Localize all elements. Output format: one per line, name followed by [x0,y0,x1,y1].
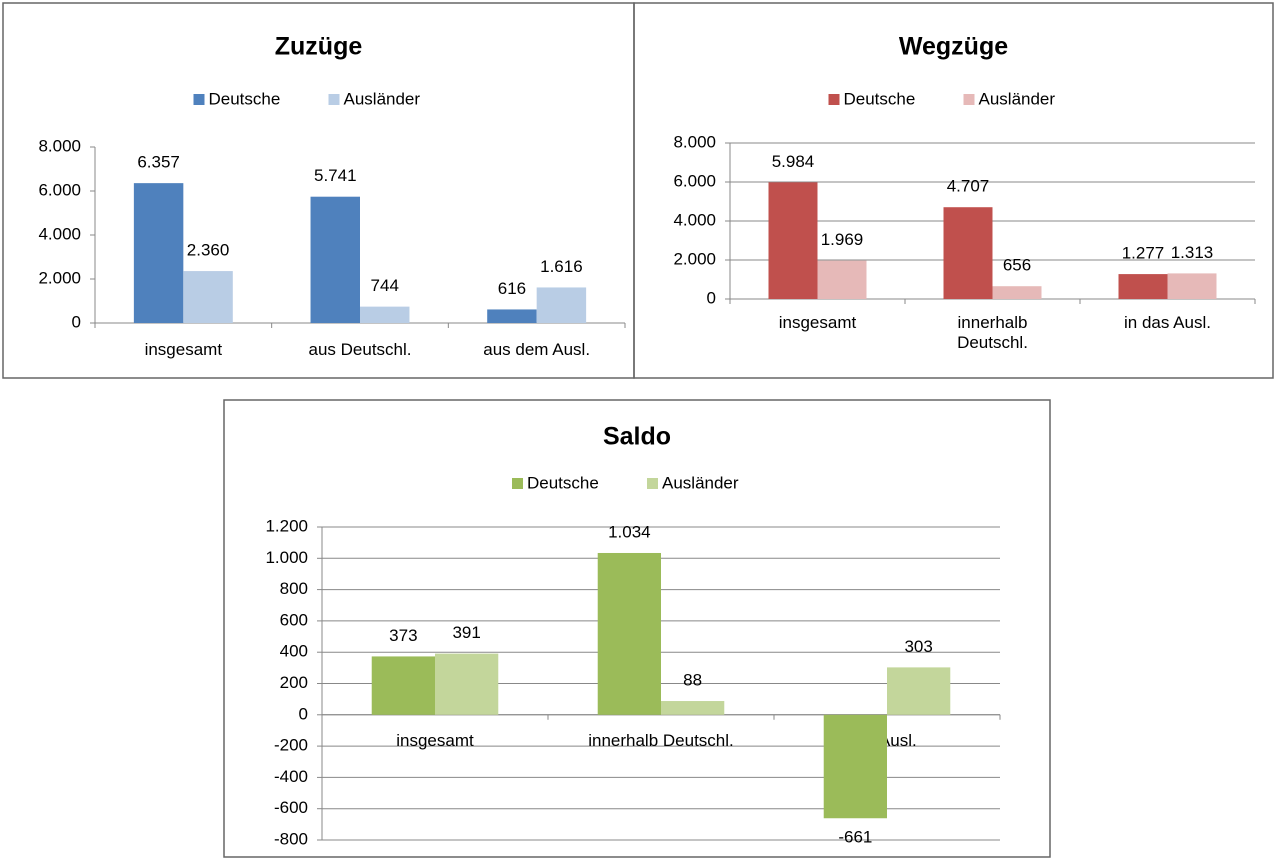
data-label: 303 [904,637,932,656]
bar [183,271,233,323]
bar [597,552,661,715]
x-tick-label: insgesamt [396,730,474,750]
bar [817,260,867,299]
data-label: -661 [838,828,872,847]
legend-swatch [193,94,205,105]
data-label: 6.357 [137,153,180,172]
bar [371,656,435,715]
data-label: 1.034 [608,522,651,541]
y-tick-label: 0 [707,288,716,307]
data-label: 88 [683,671,702,690]
bar [1167,273,1217,299]
y-tick-label: 800 [280,579,308,598]
bar [768,182,818,299]
y-tick-label: 8.000 [673,132,716,151]
legend-label: Deutsche [844,89,916,108]
y-tick-label: 200 [280,673,308,692]
x-tick-label-box: insgesamt [144,340,223,359]
legend-label: Ausländer [662,473,739,492]
data-label: 1.969 [821,230,864,249]
y-tick-label: 4.000 [38,224,81,243]
x-tick-label-box: aus Deutschl. [308,340,412,359]
chart-frame [633,2,1274,379]
data-label: 5.741 [314,166,357,185]
bar [487,309,537,323]
data-label: 5.984 [772,152,815,171]
y-tick-label: 0 [299,704,308,723]
bar [823,714,887,819]
legend-label: Deutsche [209,89,281,108]
chart-frame [223,399,1051,858]
legend-swatch [963,94,975,105]
bar [992,286,1042,299]
y-tick-label: 6.000 [38,180,81,199]
y-tick-label: 600 [280,610,308,629]
x-tick-label: aus dem Ausl. [483,340,591,359]
x-tick-label: innerhalb Deutschl. [588,730,734,750]
x-tick-label-box: aus dem Ausl. [483,340,591,359]
y-tick-label: -200 [274,736,308,755]
x-tick-label: aus Deutschl. [308,340,412,359]
y-tick-label: 1.200 [265,516,308,535]
legend-swatch [828,94,840,105]
y-tick-label: 2.000 [38,268,81,287]
data-label: 744 [371,276,399,295]
legend-label: Deutsche [527,473,599,492]
bar [661,701,725,715]
y-tick-label: -400 [274,767,308,786]
data-label: 391 [452,623,480,642]
bar [887,667,951,715]
bar [133,183,184,323]
y-tick-label: 1.000 [265,548,308,567]
y-tick-label: -600 [274,798,308,817]
legend-swatch [512,478,523,489]
data-label: 4.707 [947,177,990,196]
legend-swatch [647,478,658,489]
data-label: 1.616 [540,257,583,276]
data-label: 616 [498,279,526,298]
y-tick-label: 2.000 [673,249,716,268]
bar [310,196,360,323]
data-label: 1.313 [1171,243,1214,262]
data-label: 656 [1003,256,1031,275]
x-tick-label-box: innerhalb Deutschl. [588,730,734,750]
chart-title: Saldo [603,423,671,451]
y-tick-label: 400 [280,642,308,661]
chart-title: Wegzüge [899,33,1008,61]
x-tick-label-box: in das Ausl. [1124,313,1211,332]
x-tick-label: innerhalb Deutschl. [957,313,1028,352]
data-label: 2.360 [187,241,230,260]
y-tick-label: 6.000 [673,171,716,190]
bar [536,287,587,323]
x-tick-label-box: insgesamt [396,730,474,750]
legend-label: Ausländer [344,89,421,108]
y-tick-label: 4.000 [673,210,716,229]
data-label: 1.277 [1122,244,1165,263]
y-tick-label: 8.000 [38,136,81,155]
y-tick-label: -800 [274,829,308,848]
x-tick-label-box: insgesamt [778,313,857,332]
bar [1118,274,1168,299]
x-tick-label: insgesamt [144,340,223,359]
legend-swatch [328,94,340,105]
chart-title: Zuzüge [275,33,363,61]
bar [360,306,410,323]
bar [943,207,993,299]
x-tick-label: in das Ausl. [1124,313,1211,332]
data-label: 373 [389,626,417,645]
y-tick-label: 0 [72,312,81,331]
legend-label: Ausländer [979,89,1056,108]
x-tick-label-box: innerhalb Deutschl. [957,313,1028,352]
bar [435,653,499,715]
x-tick-label: insgesamt [778,313,857,332]
